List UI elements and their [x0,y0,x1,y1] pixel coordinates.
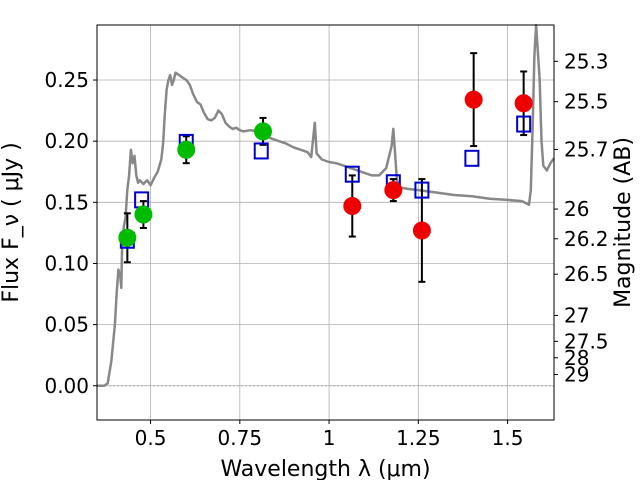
gridlines [97,25,554,420]
observed-point-marker [464,90,483,109]
observed-point-marker [134,205,153,224]
y-tick-label: 0.20 [44,129,89,153]
sed-line [97,23,556,388]
observed-point-marker [254,122,273,141]
observed-point-marker [343,196,362,215]
right-tick-label: 27.5 [564,329,609,353]
right-tick-label: 28 [564,346,589,370]
y-tick-label: 0.05 [44,313,89,337]
right-tick-label: 25.7 [564,137,609,161]
observed-points [118,90,533,247]
model-sed-curve [97,23,556,388]
y-tick-label: 0.25 [44,68,89,92]
model-photometry-squares [119,115,532,249]
plot-frame [96,24,555,421]
right-tick-label: 29 [564,363,589,387]
right-tick-label: 27 [564,303,589,327]
x-tick-label: 1.5 [492,426,524,450]
observed-point-marker [384,181,403,200]
model-square-marker [344,165,360,183]
x-tick-label: 0.75 [218,426,263,450]
right-tick-label: 25.3 [564,49,609,73]
x-tick-label: 0.5 [135,426,167,450]
model-square-marker [464,149,480,167]
x-tick-label: 1 [323,426,336,450]
right-axis-label: Magnitude (AB) [611,137,636,308]
right-tick-label: 26 [564,197,589,221]
model-square-marker [253,142,269,160]
observed-point-marker [514,94,533,113]
observed-point-marker [177,140,196,159]
observed-point-marker [118,228,137,247]
right-tick-label: 25.5 [564,90,609,114]
x-tick-label: 1.25 [396,426,441,450]
model-square-marker [414,181,430,199]
y-axis-label: Flux F_ν ( μJy ) [0,142,24,302]
observed-point-marker [412,221,431,240]
model-square-marker [516,115,532,133]
y-tick-label: 0.10 [44,251,89,275]
tick-labels: 0.5 0.75 1 1.25 1.5 0.00 0.05 0.10 0.15 0.20 0.25 2… [44,49,608,450]
y-tick-label: 0.00 [44,374,89,398]
y-tick-label: 0.15 [44,190,89,214]
error-bars [123,52,528,283]
x-axis-label: Wavelength λ (μm) [220,457,430,480]
right-tick-label: 26.5 [564,262,609,286]
right-tick-label: 26.2 [564,227,609,251]
model-square-marker [134,191,150,209]
tick-marks [93,60,558,424]
